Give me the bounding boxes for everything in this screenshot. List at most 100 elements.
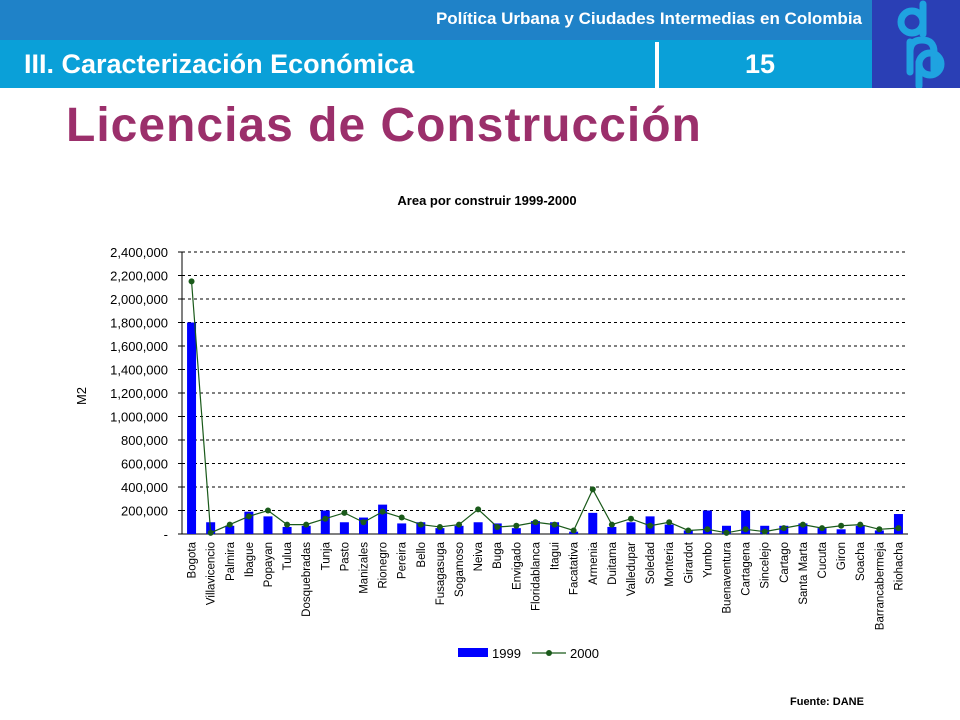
- bar-1999-armenia: [588, 512, 598, 534]
- x-tick-label: Cucuta: [817, 541, 829, 578]
- point-2000-buenaventura: [723, 529, 730, 536]
- x-tick-label: Popayan: [263, 542, 275, 587]
- bar-1999-santa-marta: [798, 523, 808, 534]
- bar-1999-popayan: [263, 516, 273, 534]
- bar-1999-bogota: [187, 322, 197, 534]
- y-tick-label: 1,800,000: [110, 316, 168, 331]
- bar-1999-floridablanca: [530, 521, 540, 534]
- x-tick-label: Buga: [492, 541, 504, 568]
- y-tick-label: 2,000,000: [110, 292, 168, 307]
- y-tick-label: 200,000: [121, 504, 168, 519]
- x-tick-label: Armenia: [588, 541, 600, 584]
- y-tick-labels: - 200,000 400,000 600,000 800,000 1,000,000 1,…: [110, 245, 168, 542]
- point-2000-cartagena: [742, 526, 749, 533]
- point-2000-soledad: [647, 522, 654, 529]
- x-tick-label: Facatativa: [569, 541, 581, 595]
- x-tick-label: Envigado: [511, 542, 523, 590]
- x-tick-label: Buenaventura: [722, 541, 734, 613]
- x-tick-label: Itagui: [550, 542, 562, 570]
- x-tick-label: Giron: [836, 542, 848, 570]
- bar-1999-palmira: [225, 525, 235, 534]
- bar-1999-sogamoso: [454, 525, 464, 534]
- bar-1999-rionegro: [378, 504, 388, 534]
- x-tick-label: Bogota: [187, 541, 199, 578]
- point-2000-ibague: [245, 513, 252, 520]
- point-2000-tulua: [284, 521, 291, 528]
- bar-1999-envigado: [511, 528, 521, 534]
- y-tick-label: 2,200,000: [110, 269, 168, 284]
- point-2000-bello: [417, 521, 424, 528]
- x-tick-label: Rionegro: [378, 542, 390, 589]
- presentation-subtitle: Política Urbana y Ciudades Intermedias e…: [435, 9, 862, 28]
- point-2000-pasto: [341, 509, 348, 516]
- x-tick-label: Barrancabermeja: [874, 541, 886, 630]
- point-2000-sogamoso: [456, 521, 463, 528]
- point-2000-popayan: [264, 507, 271, 514]
- bar-1999-itagui: [550, 522, 560, 534]
- line-2000: [188, 278, 902, 536]
- bar-1999-tulua: [282, 526, 292, 534]
- x-tick-label: Palmira: [225, 541, 237, 581]
- point-2000-bogota: [188, 278, 195, 285]
- bar-1999-pereira: [397, 523, 407, 534]
- bar-1999-neiva: [473, 522, 483, 534]
- gridlines: [178, 251, 908, 535]
- x-tick-label: Riohacha: [893, 541, 905, 590]
- legend-label-2000: 2000: [570, 646, 599, 661]
- dnp-logo: [872, 0, 960, 90]
- y-tick-label: 1,000,000: [110, 410, 168, 425]
- legend-marker-2000: [546, 650, 552, 656]
- point-2000-envigado: [513, 522, 520, 529]
- point-2000-floridablanca: [532, 519, 539, 526]
- x-tick-label: Cartago: [779, 542, 791, 583]
- legend-label-1999: 1999: [492, 646, 521, 661]
- point-2000-neiva: [475, 506, 482, 513]
- y-tick-label: 1,200,000: [110, 386, 168, 401]
- point-2000-valledupar: [627, 515, 634, 522]
- bar-1999-manizales: [359, 517, 368, 534]
- x-tick-label: Tunja: [320, 541, 332, 570]
- section-bar: III. Caracterización Económica 15: [0, 40, 872, 88]
- x-tick-label: Yumbo: [702, 542, 714, 578]
- x-tick-label: Monteria: [664, 541, 676, 586]
- x-tick-label: Pasto: [339, 542, 351, 571]
- point-2000-yumbo: [704, 526, 711, 533]
- x-tick-label: Sincelejo: [760, 542, 772, 589]
- x-tick-label: Duitama: [607, 541, 619, 584]
- point-2000-buga: [494, 523, 501, 530]
- section-title: III. Caracterización Económica: [24, 49, 415, 79]
- chart-legend: 1999 2000: [458, 646, 599, 661]
- point-2000-armenia: [589, 486, 596, 493]
- bar-1999-duitama: [607, 526, 617, 534]
- point-2000-giron: [838, 522, 845, 529]
- point-2000-fusagasuga: [436, 523, 443, 530]
- line-2000-path: [190, 281, 899, 534]
- point-2000-tunja: [322, 515, 329, 522]
- point-2000-rionegro: [379, 508, 386, 515]
- point-2000-cucuta: [819, 525, 826, 532]
- point-2000-santa-marta: [799, 521, 806, 528]
- point-2000-monteria: [666, 519, 673, 526]
- x-tick-label: Valledupar: [626, 542, 638, 596]
- chart-title: Area por construir 1999-2000: [397, 193, 576, 208]
- source-note: Fuente: DANE: [790, 696, 864, 708]
- bar-1999-pasto: [339, 522, 349, 534]
- bar-1999-ibague: [244, 511, 254, 534]
- section-divider: [655, 42, 659, 88]
- point-2000-pereira: [398, 514, 405, 521]
- point-2000-riohacha: [895, 525, 902, 532]
- point-2000-dosquebradas: [303, 521, 310, 528]
- x-tick-label: Pereira: [397, 541, 409, 579]
- x-tick-label: Dosquebradas: [301, 542, 313, 617]
- y-tick-label: 600,000: [121, 457, 168, 472]
- bar-1999-fusagasuga: [435, 528, 445, 534]
- x-tick-label: Bello: [416, 542, 428, 568]
- x-tick-label: Sogamoso: [454, 542, 466, 597]
- x-tick-label: Soledad: [645, 542, 657, 584]
- x-tick-label: Ibague: [244, 542, 256, 577]
- dnp-logo-icon: [897, 0, 945, 90]
- legend-swatch-1999: [458, 648, 488, 657]
- point-2000-manizales: [360, 519, 367, 526]
- bar-1999-riohacha: [893, 514, 903, 534]
- x-tick-label: Tulua: [282, 541, 294, 570]
